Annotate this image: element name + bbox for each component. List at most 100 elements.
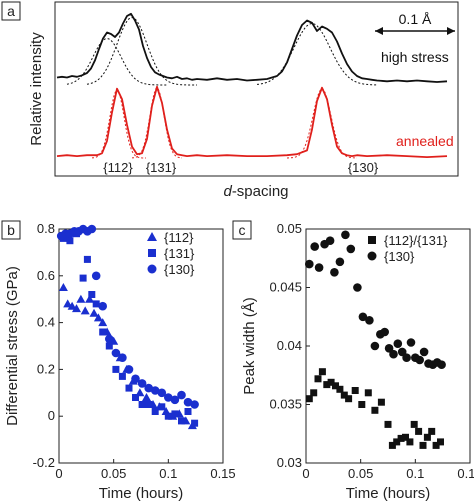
point-square bbox=[371, 406, 379, 414]
point-circle bbox=[105, 334, 114, 344]
panel-b-xlabel: Time (hours) bbox=[99, 485, 183, 502]
point-circle bbox=[137, 379, 147, 388]
y-tick-label: 0.6 bbox=[37, 268, 55, 283]
point-triangle bbox=[89, 308, 99, 317]
point-square bbox=[419, 441, 427, 449]
legend-130: {130} bbox=[164, 262, 195, 277]
point-circle bbox=[393, 339, 403, 349]
point-square bbox=[314, 375, 322, 383]
point-square bbox=[428, 427, 436, 435]
point-circle bbox=[335, 257, 345, 267]
peak-label-130: {130} bbox=[348, 160, 379, 175]
point-circle bbox=[358, 312, 368, 322]
point-square bbox=[191, 419, 199, 427]
point-circle bbox=[346, 244, 356, 254]
point-square bbox=[406, 438, 414, 446]
point-square bbox=[345, 395, 353, 403]
panel-c-ylabel: Peak width (Å) bbox=[241, 297, 258, 395]
point-square bbox=[178, 417, 185, 425]
point-square bbox=[92, 300, 100, 308]
x-tick-label: 0.1 bbox=[406, 466, 424, 481]
point-square bbox=[384, 420, 392, 428]
point-circle bbox=[402, 353, 411, 363]
point-circle bbox=[177, 390, 186, 400]
point-circle bbox=[150, 386, 160, 395]
panel-a-frame bbox=[54, 1, 459, 177]
y-tick-label: 0.03 bbox=[277, 455, 302, 470]
point-triangle bbox=[58, 283, 68, 291]
point-square bbox=[340, 391, 348, 399]
point-square bbox=[138, 401, 146, 408]
point-square bbox=[410, 420, 418, 428]
scale-bar: 0.1 Å bbox=[375, 11, 455, 35]
point-square bbox=[402, 433, 409, 441]
point-circle bbox=[164, 393, 173, 402]
legend-131: {131} bbox=[164, 246, 195, 261]
point-circle bbox=[98, 301, 107, 311]
point-square bbox=[118, 372, 126, 380]
panel-c-xlabel: Time (hours) bbox=[346, 485, 430, 502]
point-square bbox=[437, 438, 444, 446]
point-triangle bbox=[98, 318, 108, 327]
panel-b: b 0 0.05 0.1 0.15-0.200.20.40.60.8 Differen… bbox=[1, 220, 236, 502]
point-square bbox=[132, 394, 139, 401]
point-square bbox=[336, 385, 344, 393]
point-square bbox=[423, 433, 431, 441]
point-circle bbox=[314, 263, 324, 272]
point-square bbox=[112, 365, 120, 373]
point-circle bbox=[419, 347, 429, 357]
point-circle bbox=[118, 353, 127, 363]
point-square bbox=[79, 274, 87, 282]
point-circle bbox=[330, 268, 339, 277]
point-circle bbox=[124, 365, 134, 374]
point-square bbox=[358, 401, 366, 408]
point-circle bbox=[406, 338, 416, 347]
point-circle bbox=[353, 283, 362, 292]
point-square bbox=[310, 389, 318, 397]
legend-circle-icon bbox=[367, 251, 377, 261]
panel-b-points bbox=[56, 224, 199, 430]
panel-b-ylabel: Differential stress (GPa) bbox=[4, 266, 21, 426]
point-square bbox=[158, 403, 166, 411]
point-square bbox=[332, 382, 339, 390]
point-circle bbox=[384, 344, 394, 353]
x-tick-label: 0 bbox=[55, 466, 62, 481]
point-circle bbox=[380, 327, 390, 337]
point-triangle bbox=[63, 299, 73, 308]
point-circle bbox=[370, 341, 380, 351]
point-circle bbox=[305, 259, 314, 269]
point-square bbox=[145, 401, 153, 408]
fit-high-stress-131 bbox=[86, 17, 197, 86]
point-square bbox=[125, 384, 133, 392]
y-tick-label: 0 bbox=[48, 408, 55, 423]
peak-label-112: {112} bbox=[103, 160, 133, 175]
point-triangle bbox=[85, 294, 95, 303]
point-circle bbox=[325, 236, 335, 245]
y-tick-label: -0.2 bbox=[33, 455, 55, 470]
legend-112: {112} bbox=[164, 230, 194, 245]
panel-c-letter: c bbox=[239, 222, 246, 238]
y-tick-label: 0.2 bbox=[37, 361, 55, 376]
fit-high-stress-130 bbox=[256, 23, 377, 86]
gaussian-fits bbox=[66, 17, 377, 159]
point-circle bbox=[389, 349, 398, 359]
point-square bbox=[323, 381, 331, 389]
high-stress-label: high stress bbox=[381, 49, 449, 65]
y-tick-label: 0.8 bbox=[37, 221, 55, 236]
legend-130: {130} bbox=[384, 249, 415, 264]
legend-circle-icon bbox=[147, 264, 157, 274]
point-triangle bbox=[80, 306, 90, 315]
x-tick-label: 0.15 bbox=[457, 466, 474, 481]
point-square bbox=[364, 389, 372, 397]
point-square bbox=[171, 410, 179, 418]
point-square bbox=[393, 438, 401, 446]
point-square bbox=[184, 408, 192, 415]
profile-line-high-stress bbox=[56, 12, 448, 83]
annealed-label: annealed bbox=[396, 133, 454, 149]
point-square bbox=[377, 398, 385, 406]
point-square bbox=[388, 441, 396, 449]
point-square bbox=[99, 328, 107, 336]
point-triangle bbox=[67, 301, 77, 310]
x-tick-label: 0.05 bbox=[101, 466, 126, 481]
point-square bbox=[164, 412, 172, 420]
